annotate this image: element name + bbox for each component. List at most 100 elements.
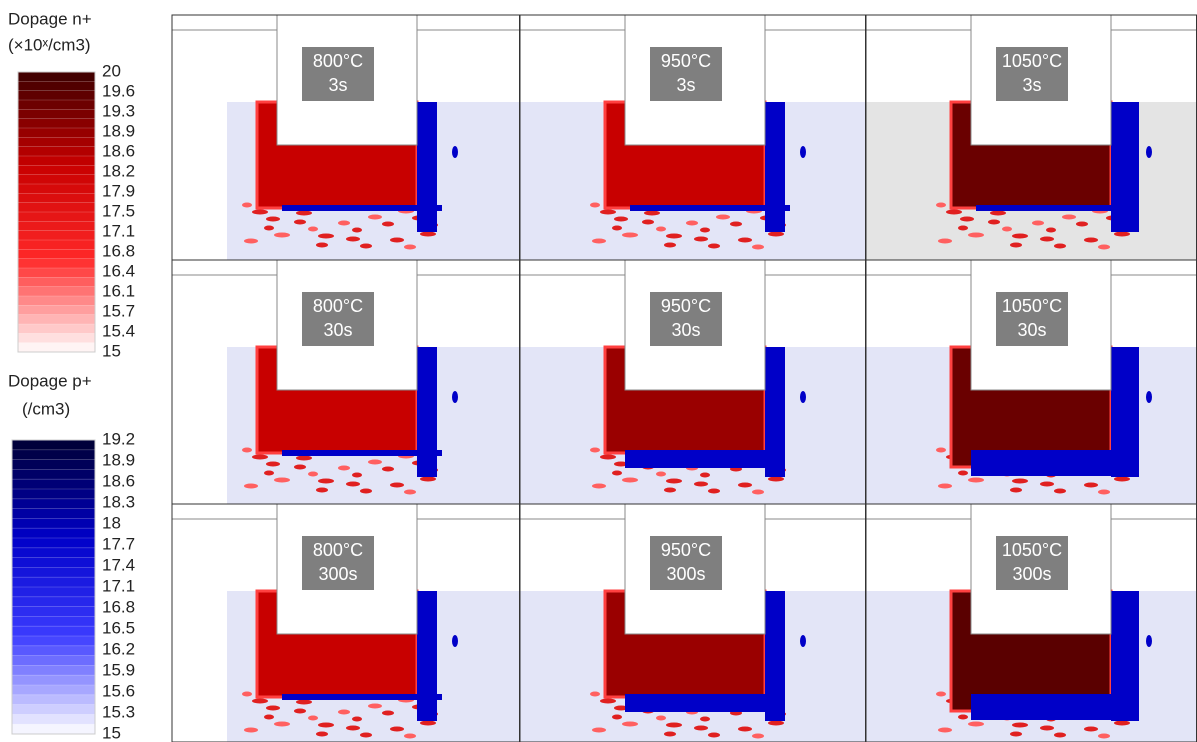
dopant-speck — [390, 237, 404, 243]
dopant-speck — [404, 733, 416, 739]
p-region-side — [417, 591, 437, 721]
color-band — [18, 165, 95, 175]
dopant-speck — [590, 691, 600, 697]
tick-label: 17.9 — [102, 181, 135, 200]
dopant-speck — [382, 710, 394, 716]
dopant-speck — [600, 454, 616, 460]
dopant-speck — [968, 232, 984, 238]
p-dot — [800, 391, 806, 403]
p-region-side — [417, 347, 437, 477]
dopant-speck — [382, 466, 394, 472]
color-band — [18, 268, 95, 278]
panel-label: 300s — [1012, 564, 1051, 584]
color-band — [18, 156, 95, 166]
color-band — [18, 258, 95, 269]
color-band — [18, 118, 95, 129]
color-band — [18, 230, 95, 241]
dopant-speck — [296, 210, 312, 216]
legend-title: Dopage n+ — [8, 9, 92, 28]
color-band — [12, 577, 95, 588]
tick-label: 16.8 — [102, 241, 135, 260]
dopant-speck — [338, 465, 350, 471]
dopant-speck — [420, 231, 436, 237]
dopant-speck — [600, 209, 616, 215]
dopant-speck — [264, 470, 274, 476]
dopant-speck — [686, 220, 698, 226]
dopant-speck — [664, 242, 676, 248]
dopant-speck — [666, 722, 682, 728]
tick-label: 15 — [102, 341, 121, 360]
dopant-speck — [252, 454, 268, 460]
color-band — [12, 557, 95, 568]
dopant-speck — [612, 714, 622, 720]
color-band — [18, 184, 95, 194]
label-box — [996, 47, 1068, 101]
dopant-speck — [592, 483, 606, 489]
dopant-speck — [1010, 731, 1022, 737]
dopant-speck — [1098, 489, 1110, 495]
color-bar-frame — [17, 71, 96, 353]
tick-label: 16.2 — [102, 639, 135, 658]
panel-label: 300s — [666, 564, 705, 584]
dopant-speck — [666, 233, 682, 239]
color-band — [12, 498, 95, 509]
color-band — [18, 221, 95, 231]
dopant-speck — [1012, 233, 1028, 239]
dopant-speck — [968, 477, 984, 483]
dopant-speck — [614, 216, 628, 222]
color-band — [18, 212, 95, 222]
dopant-speck — [318, 722, 334, 728]
dopant-speck — [252, 209, 268, 215]
tick-label: 16.4 — [102, 261, 135, 280]
dopant-speck — [592, 238, 606, 244]
color-band — [12, 714, 95, 725]
color-band — [12, 469, 95, 480]
tick-label: 16.5 — [102, 618, 135, 637]
p-region-side — [417, 102, 437, 232]
dopant-speck — [694, 236, 708, 242]
substrate-white — [172, 591, 227, 742]
dopant-speck — [368, 703, 382, 709]
dopant-speck — [656, 471, 666, 477]
dopant-speck — [368, 459, 382, 465]
dopant-speck — [1040, 725, 1054, 731]
dopant-speck — [1054, 732, 1066, 738]
tick-label: 19.2 — [102, 429, 135, 448]
color-band — [18, 109, 95, 119]
p-region-side — [765, 102, 785, 232]
tick-label: 16.1 — [102, 281, 135, 300]
color-band — [18, 240, 95, 250]
dopant-speck — [1010, 487, 1022, 493]
dopant-speck — [960, 216, 974, 222]
panel-label: 3s — [676, 75, 695, 95]
dopant-speck — [390, 482, 404, 488]
color-band — [12, 547, 95, 558]
dopant-speck — [768, 476, 784, 482]
dopant-speck — [1054, 488, 1066, 494]
dopant-speck — [352, 716, 362, 722]
dopant-speck — [346, 236, 360, 242]
color-band — [12, 459, 95, 470]
color-band — [18, 314, 95, 325]
dopant-speck — [252, 698, 268, 704]
label-box — [302, 536, 374, 590]
panel-label: 1050°C — [1002, 51, 1062, 71]
color-band — [12, 655, 95, 666]
dopant-speck — [958, 225, 968, 231]
dopant-speck — [296, 455, 312, 461]
dopant-speck — [352, 227, 362, 233]
panel-label: 800°C — [313, 51, 363, 71]
dopant-speck — [700, 472, 710, 478]
legend-title: (/cm3) — [22, 399, 70, 418]
tick-label: 15.7 — [102, 301, 135, 320]
color-band — [12, 626, 95, 637]
dopant-speck — [590, 202, 600, 208]
panel-label: 1050°C — [1002, 540, 1062, 560]
panel-label: 30s — [671, 320, 700, 340]
dopant-speck — [242, 691, 252, 697]
tick-label: 16.8 — [102, 597, 135, 616]
dopant-speck — [316, 242, 328, 248]
dopant-speck — [622, 232, 638, 238]
dopant-speck — [716, 214, 730, 220]
